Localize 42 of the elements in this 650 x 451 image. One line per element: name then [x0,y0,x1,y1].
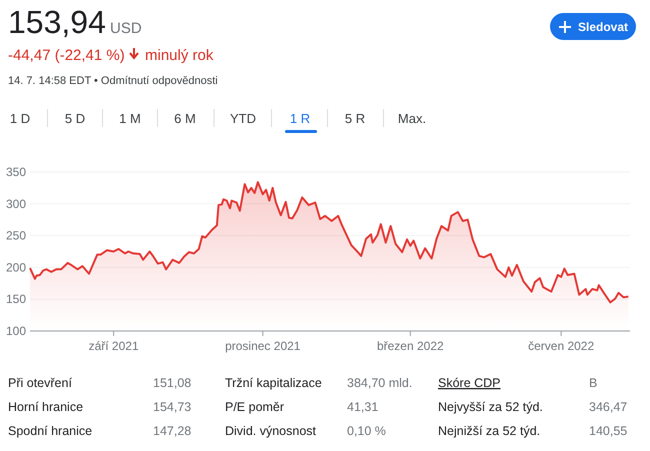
text: 5 R [344,111,366,126]
y-tick-label: 150 [6,292,26,306]
text: 147,28 [153,424,192,438]
text: 5 D [64,111,86,126]
text: Tržní kapitalizace [225,376,322,390]
text: Max. [398,111,426,126]
text: P/E poměr [225,400,284,414]
text: 151,08 [153,376,192,390]
text: 41,31 [347,400,378,414]
text: 1 R [290,111,310,126]
y-tick-label: 300 [6,196,26,211]
text: 14. 7. 14:58 EDT • Odmítnutí odpovědnosti [8,75,218,87]
text: 1 M [119,111,141,126]
text: Divid. výnosnost [225,424,317,438]
text: Spodní hranice [8,424,92,438]
text: Při otevření [8,376,72,390]
text: -44,47 (-22,41 %) [8,47,125,64]
x-tick-label: březen 2022 [376,339,444,353]
text: 1 D [10,111,30,126]
y-tick-label: 250 [6,228,26,243]
text: 384,70 mld. [347,376,412,390]
text: B [589,376,598,390]
y-tick-label: 350 [6,165,26,179]
text: Sledovat [578,20,628,34]
x-tick-label: září 2021 [88,339,139,353]
x-tick-label: prosinec 2021 [225,339,301,353]
text: 346,47 [589,400,628,414]
text: Skóre CDP [438,376,501,390]
text: 6 M [174,111,196,126]
text: 140,55 [589,424,628,438]
text: minulý rok [145,47,214,64]
text: Horní hranice [8,400,84,414]
text: 154,73 [153,400,192,414]
text: 153,94 [8,4,106,40]
text: Nejvyšší za 52 týd. [438,400,543,414]
x-tick-label: červen 2022 [528,339,594,353]
text: YTD [230,111,256,126]
y-tick-label: 100 [6,324,26,338]
text: Nejnižší za 52 týd. [438,424,540,438]
y-tick-label: 200 [6,260,26,274]
text: USD [110,20,142,37]
text: 0,10 % [347,424,386,438]
